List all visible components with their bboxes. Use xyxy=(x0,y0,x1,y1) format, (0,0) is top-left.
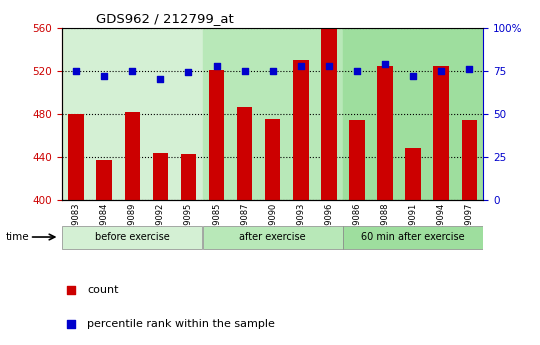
Bar xyxy=(343,226,483,249)
Text: after exercise: after exercise xyxy=(239,232,306,242)
Bar xyxy=(265,119,280,200)
Point xyxy=(437,68,445,73)
Bar xyxy=(181,154,196,200)
Bar xyxy=(97,160,112,200)
Point xyxy=(353,68,361,73)
Bar xyxy=(462,120,477,200)
Point xyxy=(128,68,137,73)
Bar xyxy=(125,112,140,200)
Text: count: count xyxy=(87,285,119,295)
Bar xyxy=(62,226,202,249)
Bar xyxy=(153,152,168,200)
Bar xyxy=(343,28,483,200)
Point xyxy=(184,70,193,75)
Bar xyxy=(406,148,421,200)
Bar xyxy=(349,120,364,200)
Bar xyxy=(202,28,343,200)
Text: 60 min after exercise: 60 min after exercise xyxy=(361,232,465,242)
Text: percentile rank within the sample: percentile rank within the sample xyxy=(87,319,275,329)
Point xyxy=(409,73,417,79)
Text: time: time xyxy=(5,232,29,242)
Bar xyxy=(321,28,336,200)
Bar xyxy=(377,66,393,200)
Text: before exercise: before exercise xyxy=(95,232,170,242)
Point xyxy=(325,63,333,68)
Point xyxy=(296,63,305,68)
Bar xyxy=(202,226,343,249)
Point xyxy=(100,73,109,79)
Point xyxy=(268,68,277,73)
Point xyxy=(345,111,354,117)
Bar xyxy=(62,28,202,200)
Bar xyxy=(434,66,449,200)
Bar xyxy=(209,70,224,200)
Text: GDS962 / 212799_at: GDS962 / 212799_at xyxy=(96,12,233,25)
Point xyxy=(72,68,80,73)
Point xyxy=(212,63,221,68)
Bar xyxy=(69,114,84,200)
Bar xyxy=(237,107,252,200)
Point xyxy=(465,66,474,72)
Point xyxy=(240,68,249,73)
Point xyxy=(156,77,165,82)
Bar xyxy=(293,60,308,200)
Point xyxy=(381,61,389,67)
